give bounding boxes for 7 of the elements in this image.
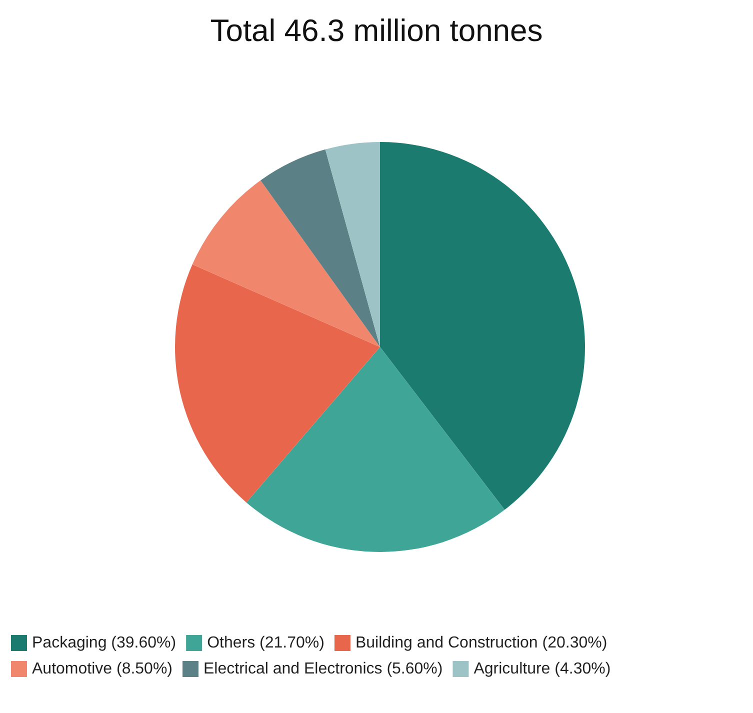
legend-label: Agriculture (4.30%)	[474, 660, 611, 678]
legend-label: Building and Construction (20.30%)	[355, 634, 608, 652]
legend-label: Others (21.70%)	[207, 634, 324, 652]
legend-label: Automotive (8.50%)	[32, 660, 173, 678]
legend-label: Packaging (39.60%)	[32, 634, 176, 652]
legend-label: Electrical and Electronics (5.60%)	[204, 660, 443, 678]
chart-title: Total 46.3 million tonnes	[210, 13, 543, 48]
